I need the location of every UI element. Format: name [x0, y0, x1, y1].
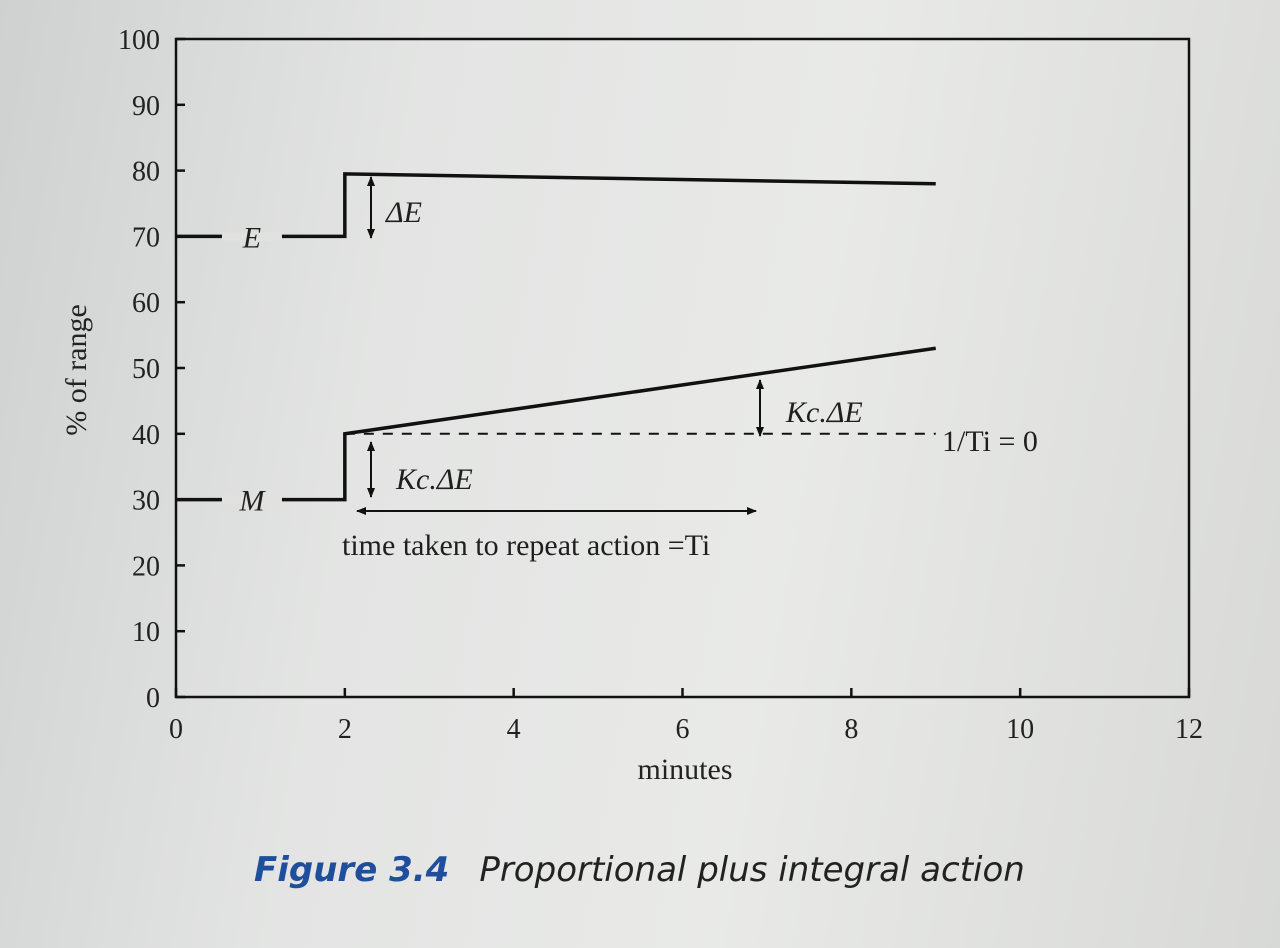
x-tick-label: 6 [676, 714, 690, 745]
y-axis-title: % of range [60, 304, 93, 436]
x-tick-label: 0 [169, 714, 183, 745]
series-label-gap [221, 232, 282, 241]
x-tick-label: 8 [844, 714, 858, 745]
y-tick-label: 80 [132, 157, 160, 188]
repeat-action-label: time taken to repeat action =Ti [342, 529, 710, 562]
inv-ti-label: 1/Ti = 0 [942, 425, 1038, 458]
plot-frame [174, 37, 1191, 699]
x-tick-label: 2 [338, 714, 352, 745]
kc-delta-e-label-right: Kc.ΔE [785, 396, 863, 429]
x-tick-label: 4 [507, 714, 521, 745]
series-label-e: E [242, 221, 261, 254]
y-tick-label: 60 [132, 288, 160, 319]
figure-caption: Figure 3.4 Proportional plus integral act… [254, 850, 1025, 890]
x-tick-label: 12 [1175, 714, 1203, 745]
figure-caption-text: Proportional plus integral action [479, 850, 1025, 890]
delta-e-label: ΔE [385, 196, 422, 229]
x-axis-title: minutes [638, 753, 733, 786]
y-tick-label: 90 [132, 91, 160, 122]
series-label-m: M [238, 485, 266, 518]
series-label-gap [221, 495, 282, 504]
y-tick-label: 30 [132, 486, 160, 517]
kc-delta-e-label-left: Kc.ΔE [395, 463, 473, 496]
series-line-e [176, 172, 936, 239]
y-tick-label: 0 [146, 683, 160, 714]
y-tick-label: 70 [132, 222, 160, 253]
y-tick-label: 40 [132, 420, 160, 451]
x-tick-label: 10 [1006, 714, 1034, 745]
y-tick-label: 20 [132, 551, 160, 582]
y-tick-label: 100 [118, 25, 160, 56]
y-tick-label: 10 [132, 617, 160, 648]
y-tick-label: 50 [132, 354, 160, 385]
figure-number: Figure 3.4 [254, 850, 450, 890]
